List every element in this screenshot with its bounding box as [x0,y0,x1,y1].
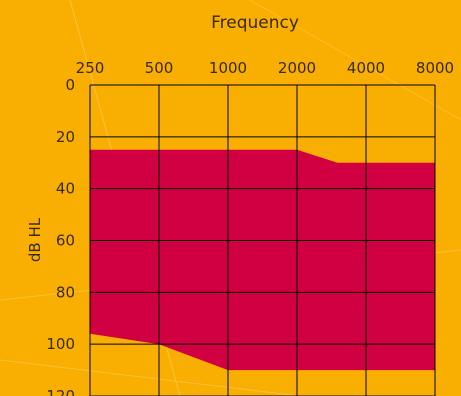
y-tick-120: 120 [46,387,75,396]
x-tick-2000: 2000 [278,59,316,77]
y-axis-label: dB HL [26,217,44,262]
y-tick-0: 0 [65,76,75,94]
x-tick-1000: 1000 [209,59,247,77]
y-tick-100: 100 [46,335,75,353]
chart-title: Frequency [211,13,299,33]
y-tick-80: 80 [56,283,75,301]
x-tick-250: 250 [76,59,105,77]
grid [89,84,436,396]
y-tick-40: 40 [56,180,75,198]
y-tick-20: 20 [56,128,75,146]
x-tick-500: 500 [145,59,174,77]
y-tick-60: 60 [56,232,75,250]
hearing-loss-band-layer [90,149,435,371]
x-tick-labels: 250 500 1000 2000 4000 8000 [76,59,454,77]
y-tick-labels: 0 20 40 60 80 100 120 [46,76,75,396]
hearing-loss-band-0 [90,149,435,371]
x-tick-8000: 8000 [416,59,454,77]
x-tick-4000: 4000 [347,59,385,77]
